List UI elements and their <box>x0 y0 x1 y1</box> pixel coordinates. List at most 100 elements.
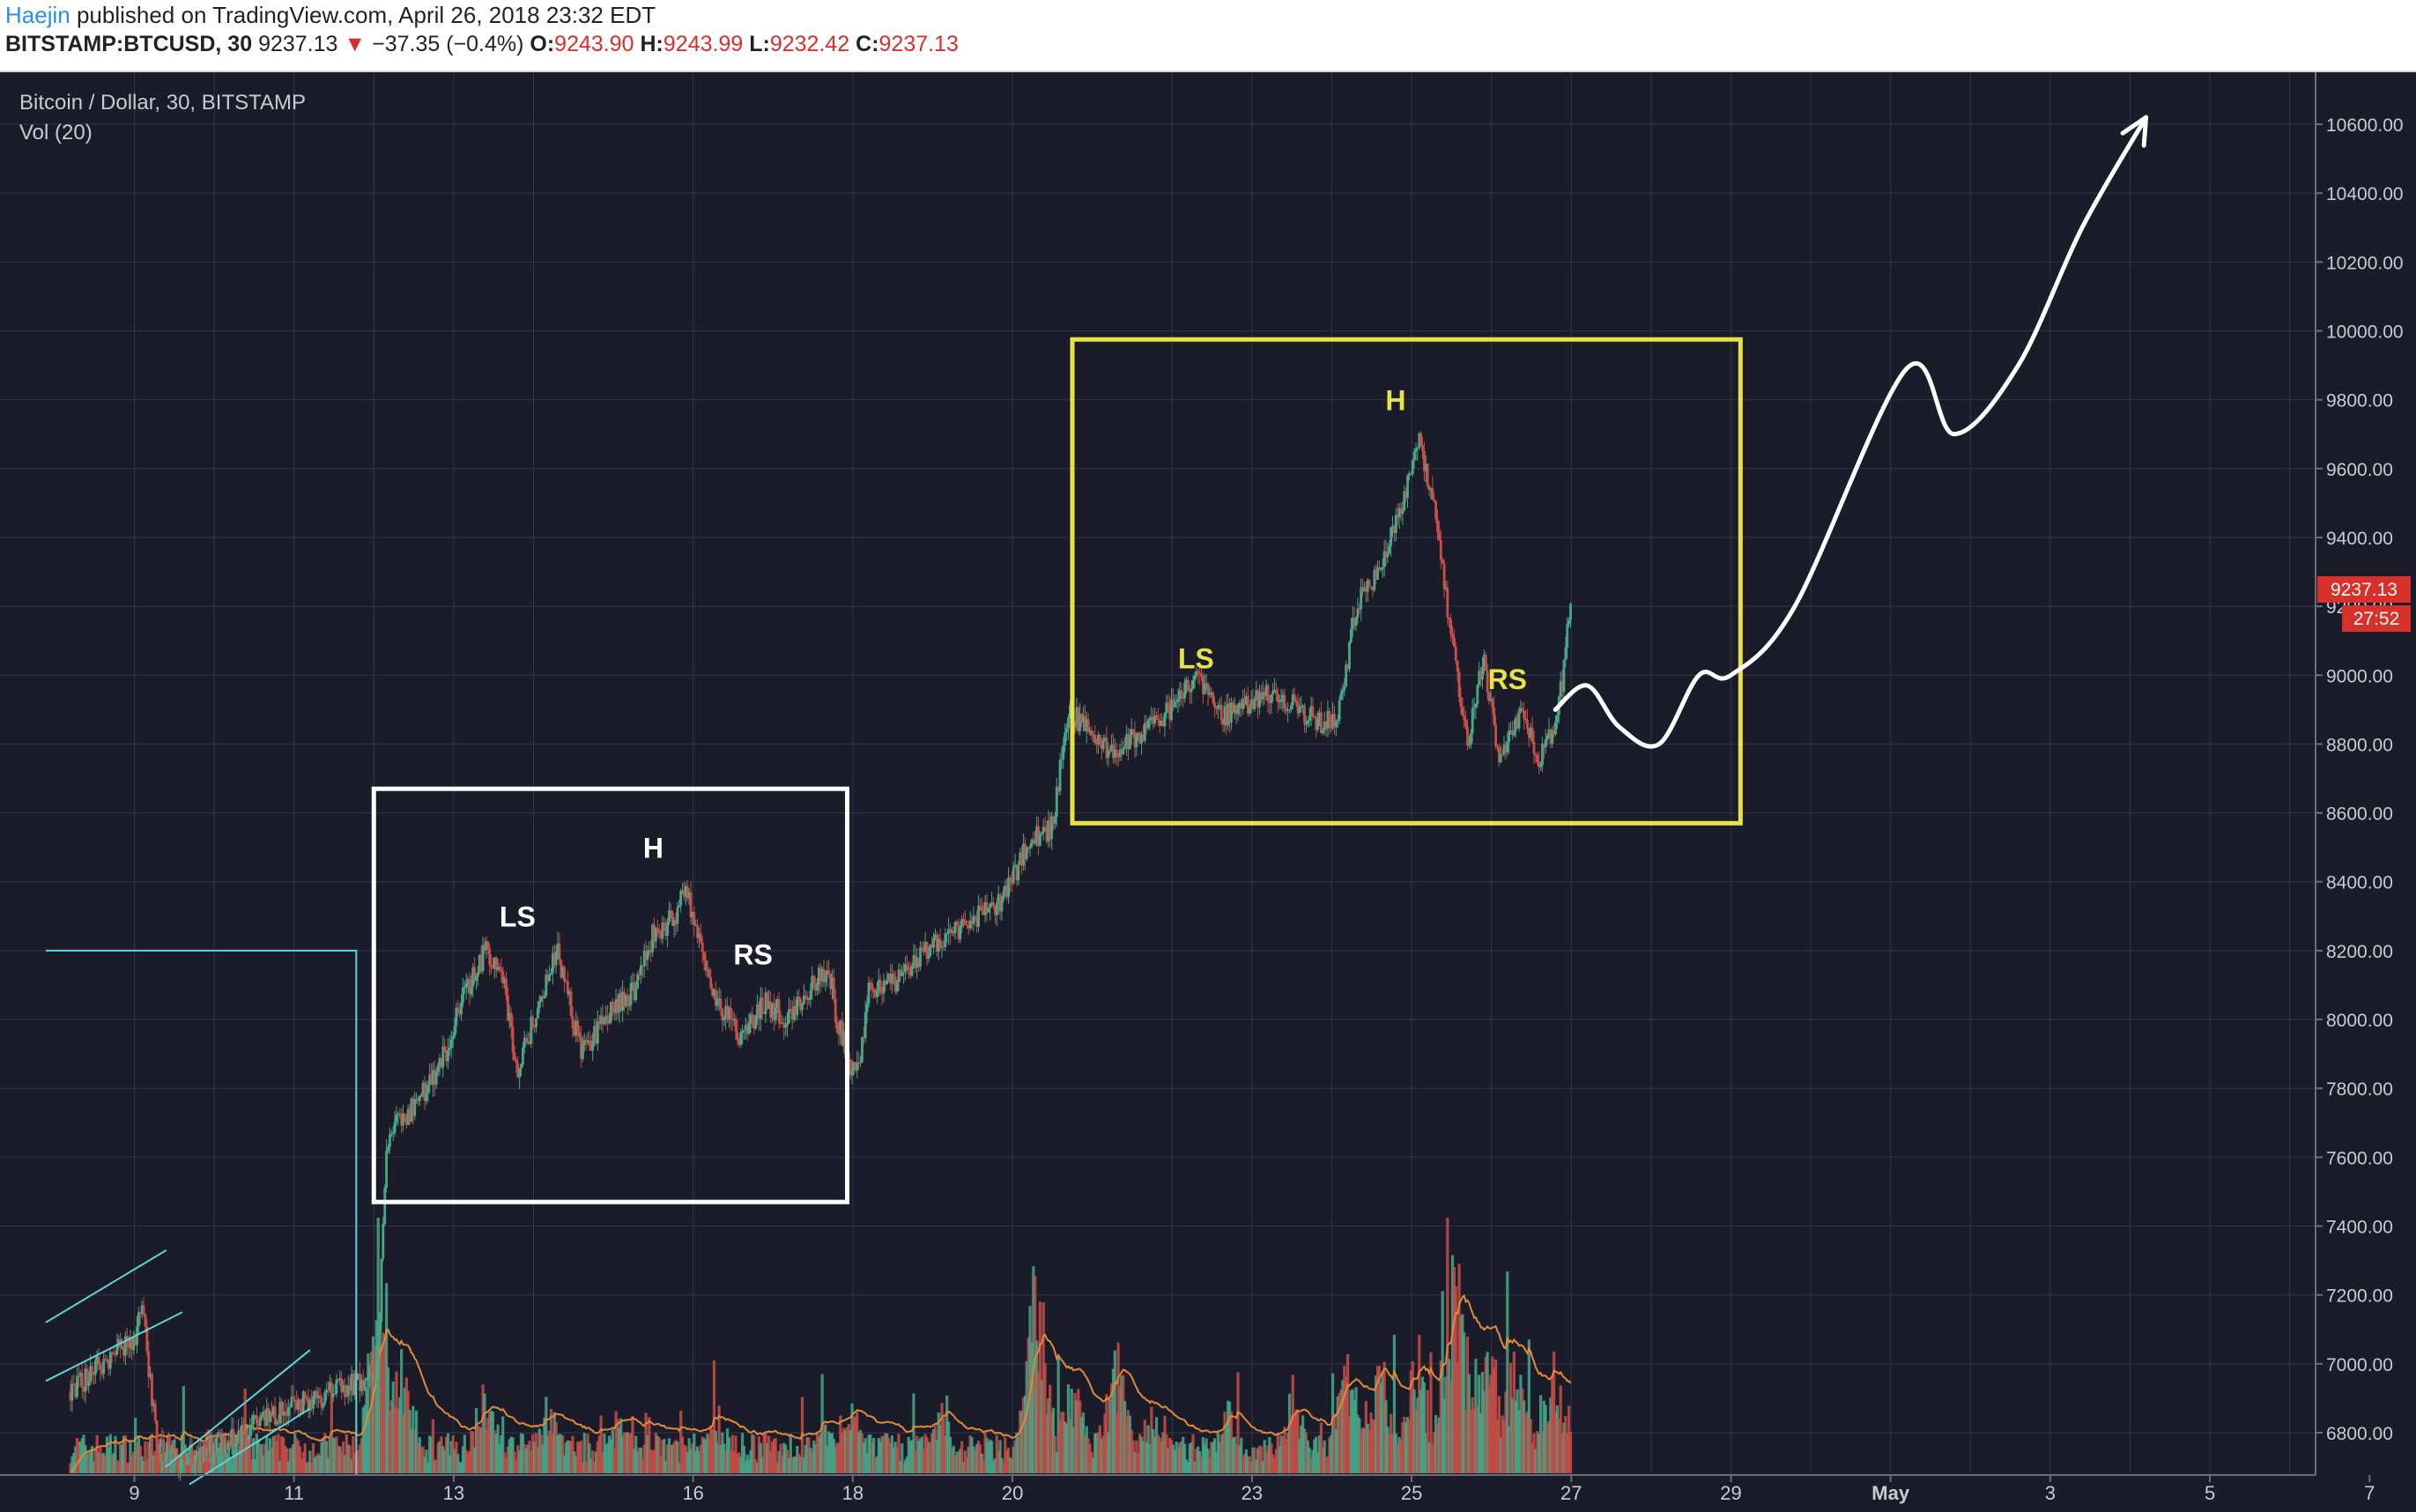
volume-bar <box>1457 1264 1461 1473</box>
volume-bar <box>230 1459 233 1473</box>
candle-body <box>196 1450 198 1458</box>
price-tick-label: 9400.00 <box>2326 529 2393 549</box>
author-link[interactable]: Haejin <box>5 2 70 28</box>
volume-bar <box>1459 1316 1463 1473</box>
candle-body <box>799 998 803 1011</box>
volume-bar <box>852 1416 856 1473</box>
volume-bar <box>1495 1419 1500 1473</box>
volume-bar <box>443 1450 447 1473</box>
candle-body <box>774 1007 777 1020</box>
down-arrow-icon: ▼ <box>344 32 367 56</box>
candle-body <box>352 1373 355 1395</box>
volume-bar <box>1065 1423 1069 1473</box>
volume-bar <box>1330 1434 1333 1473</box>
candle-body <box>1009 877 1012 882</box>
volume-bar <box>1508 1362 1513 1473</box>
volume-bar <box>629 1433 633 1473</box>
volume-bar <box>89 1449 93 1473</box>
volume-bar <box>241 1435 245 1473</box>
volume-bar <box>1272 1457 1277 1473</box>
volume-bar <box>328 1438 332 1473</box>
candle-body <box>854 1062 857 1071</box>
candle-body <box>1189 688 1193 693</box>
candle-body <box>1345 664 1348 687</box>
candle-body <box>258 1417 262 1427</box>
symbol-label: BITSTAMP:BTCUSD, 30 <box>5 32 253 56</box>
volume-bar <box>441 1446 445 1473</box>
volume-bar <box>1394 1433 1397 1473</box>
candle-body <box>408 1108 411 1122</box>
volume-bar <box>481 1384 485 1473</box>
volume-bar <box>466 1453 470 1473</box>
volume-bar <box>470 1431 473 1473</box>
candle-body <box>604 1015 608 1019</box>
volume-bar <box>1514 1400 1517 1473</box>
teal-channel-line <box>165 1349 311 1468</box>
candle-body <box>934 934 937 938</box>
candle-body <box>817 967 820 986</box>
volume-bar <box>960 1441 964 1473</box>
candle-body <box>751 1014 754 1024</box>
volume-bar <box>1540 1430 1545 1473</box>
white-pattern-box <box>371 786 850 1204</box>
last-price-badge-label: 9237.13 <box>2331 580 2397 600</box>
candle-body <box>1431 488 1434 500</box>
volume-bar <box>310 1462 314 1473</box>
volume-bar <box>603 1434 606 1473</box>
volume-bar <box>1038 1301 1042 1473</box>
candle-body <box>1449 619 1453 634</box>
volume-bar <box>108 1434 112 1473</box>
candle-body <box>679 891 683 906</box>
candle-body <box>130 1338 134 1350</box>
volume-bar <box>503 1452 507 1473</box>
candle-body <box>891 974 893 984</box>
candle-body <box>1041 826 1045 834</box>
volume-bar <box>262 1455 265 1473</box>
candle-body <box>646 952 649 960</box>
candle-body <box>185 1454 189 1465</box>
volume-bar <box>902 1463 906 1473</box>
candle-body <box>1474 703 1478 708</box>
candle-body <box>743 1029 745 1031</box>
volume-bar <box>918 1438 923 1473</box>
volume-bar <box>922 1449 925 1473</box>
candle-body <box>1321 730 1324 733</box>
candle-body <box>1201 676 1204 694</box>
candle-body <box>1206 683 1210 695</box>
volume-bar <box>567 1441 571 1473</box>
candle-body <box>344 1384 346 1397</box>
candle-body <box>155 1420 159 1448</box>
volume-bar <box>947 1421 951 1473</box>
candle-body <box>226 1444 228 1449</box>
candle-body <box>357 1373 359 1377</box>
candle-body <box>295 1402 299 1410</box>
candle-body <box>616 998 619 1012</box>
volume-bar <box>1347 1416 1352 1473</box>
time-axis[interactable]: 9 11 13 16 18 20 23 25 27 29 May 3 5 7 <box>129 1475 2375 1504</box>
candle-body <box>145 1326 149 1352</box>
candle-body <box>488 947 492 965</box>
volume-bar <box>95 1434 99 1473</box>
volume-bar <box>1339 1389 1343 1473</box>
volume-bar <box>745 1454 749 1473</box>
candle-body <box>595 1026 597 1044</box>
volume-bar <box>614 1411 618 1473</box>
volume-bar <box>1124 1416 1129 1473</box>
candle-body <box>271 1406 275 1416</box>
volume-bar <box>365 1388 368 1473</box>
volume-bar <box>877 1438 880 1473</box>
candle-body <box>1306 721 1309 724</box>
candle-body <box>1536 755 1539 763</box>
candle-body <box>919 947 922 967</box>
candle-body <box>406 1108 410 1125</box>
candle-body <box>179 1460 182 1471</box>
candle-body <box>524 1037 528 1042</box>
volume-bar <box>762 1433 766 1473</box>
candle-body <box>546 975 550 982</box>
volume-bar <box>1168 1438 1172 1473</box>
volume-bar <box>1501 1415 1504 1473</box>
candle-body <box>151 1374 153 1406</box>
volume-bar <box>105 1436 109 1473</box>
candle-body <box>1464 720 1468 727</box>
